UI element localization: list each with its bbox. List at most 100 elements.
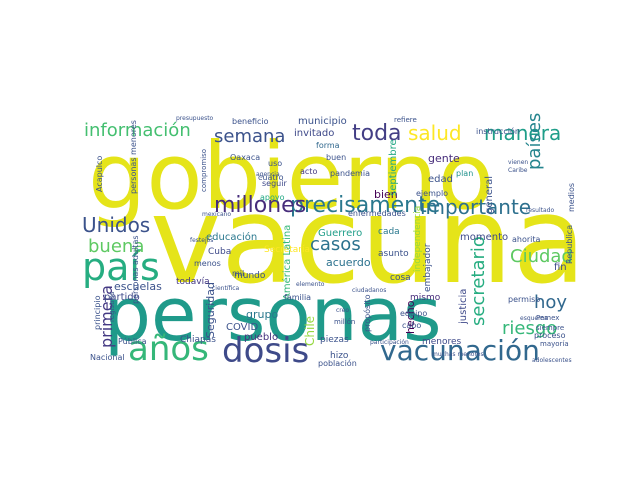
word-cloud-word: festejos [190,237,213,244]
word-cloud-word: países [524,113,545,170]
word-cloud-word: muchas menores [432,351,484,358]
word-cloud-word: hizo [330,351,349,361]
word-cloud-word: Republica [565,225,574,264]
word-cloud-word: principio [93,295,102,330]
word-cloud-word: pueblo [244,332,278,343]
word-cloud-word: hecho [404,300,417,334]
word-cloud-word: ahorita [512,235,541,244]
word-cloud-word: dosis [222,331,309,371]
word-cloud-word: partido [104,292,140,303]
word-cloud-word: años [128,329,209,369]
word-cloud-word: plan [456,169,473,178]
word-cloud-word: creo [336,307,349,314]
word-cloud-word: Guerrero [318,228,362,239]
word-cloud-word: manera [484,121,561,145]
word-cloud-word: momento [460,232,508,243]
word-cloud-word: edad [428,174,453,185]
word-cloud-word: ejemplo [416,189,448,198]
word-cloud-word: mexicano [202,211,231,218]
word-cloud-word: Acapulco [95,156,104,192]
word-cloud-word: Secretaría [264,245,310,255]
word-cloud-word: cabo [402,321,421,330]
word-cloud-word: población [318,358,357,368]
word-cloud-word: seguir [262,179,287,188]
word-cloud-word: personas [104,272,442,358]
word-cloud-word: invitado [294,128,334,139]
word-cloud-word: registros [108,291,116,322]
word-cloud-word: cada [378,227,400,237]
word-cloud-word: medios [567,183,576,212]
word-cloud-word: resultado [526,207,554,214]
word-cloud-word: personas adultas [131,235,140,304]
word-cloud-word: personas menores [129,120,138,194]
word-cloud-word: septiembre [388,139,399,196]
word-cloud-word: bien [374,188,398,201]
word-cloud-word: uso [268,159,282,168]
word-cloud-word: independencia [413,206,423,272]
word-cloud-word: elemento [296,281,325,288]
word-cloud-word: pandemia [330,169,370,178]
word-cloud-word: beneficio [232,117,269,126]
word-cloud-word: buen [326,153,346,162]
word-cloud-word: siempre [536,324,564,332]
word-cloud-word: vienen [508,159,528,166]
word-cloud-word: enfermedades [348,209,406,218]
word-cloud-word: hoy [534,292,567,313]
word-cloud-word: instrucción [476,126,520,136]
word-cloud-word: acto [300,167,317,176]
word-cloud-word: menores [422,337,462,347]
word-cloud-word: municipio [298,116,347,127]
word-cloud-word: forma [316,141,340,150]
word-cloud-word: Unidos [82,213,150,237]
word-cloud-word: Cuba [208,247,231,257]
word-cloud-word: información [84,120,191,141]
word-cloud-word: toda [352,121,402,146]
word-cloud-word: secretario [468,236,489,326]
word-cloud-word: Pemex [536,314,559,322]
word-cloud-word: vacunación [380,334,540,367]
word-cloud-word: gente [428,152,460,165]
word-cloud-word: mayoría [540,340,569,348]
word-cloud-word: América Latina [281,225,293,300]
word-cloud-background [80,118,576,366]
word-cloud-word: millón [334,318,355,326]
word-cloud-word: permiso [508,295,540,304]
word-cloud-word: propósito [362,294,372,332]
word-cloud-word: riesgo [502,318,557,339]
word-cloud-word: agencia [256,171,280,178]
word-cloud-word: importante [420,195,531,219]
word-cloud-word: Nacional [90,353,125,362]
word-cloud-word: acuerdo [326,256,371,269]
word-cloud-word: COVID [226,322,258,333]
word-cloud-word: piezas [320,335,349,345]
word-cloud-word: equipo [400,309,427,318]
word-cloud-word: Caribe [508,167,528,174]
word-cloud-word: participación [370,339,409,346]
word-cloud-word: mismo [410,293,441,303]
word-cloud-word: grupo [246,308,278,321]
word-cloud-word: esquema [520,315,548,322]
word-cloud-word: gobierno [88,123,494,230]
word-cloud-word: general [484,176,495,214]
word-cloud-word: embajador [423,243,433,292]
word-cloud-word: Pública [118,337,147,346]
word-cloud-word: escuelas [114,280,162,293]
word-cloud-word: ciudadanos [352,287,386,294]
word-cloud-word: semana [214,126,285,147]
word-cloud-word: Seguridad [204,282,217,338]
word-cloud-word: Ciudad [510,246,573,267]
word-cloud-word: menos [194,259,221,268]
word-cloud-word: asunto [378,249,409,259]
word-cloud-word: cuatro [258,173,284,182]
word-cloud-word: Chiapas [180,335,216,345]
word-cloud-word: educación [206,231,257,243]
word-cloud-word: mil [232,269,244,278]
word-cloud-word: precisamente [290,193,440,218]
word-cloud-word: refiere [394,116,417,124]
word-cloud-word: adolescentes [532,357,572,364]
word-cloud-word: mundo [234,271,266,281]
word-cloud-word: primera [97,285,116,348]
word-cloud-word: familia [284,293,311,302]
word-cloud-word: fin [554,262,567,273]
